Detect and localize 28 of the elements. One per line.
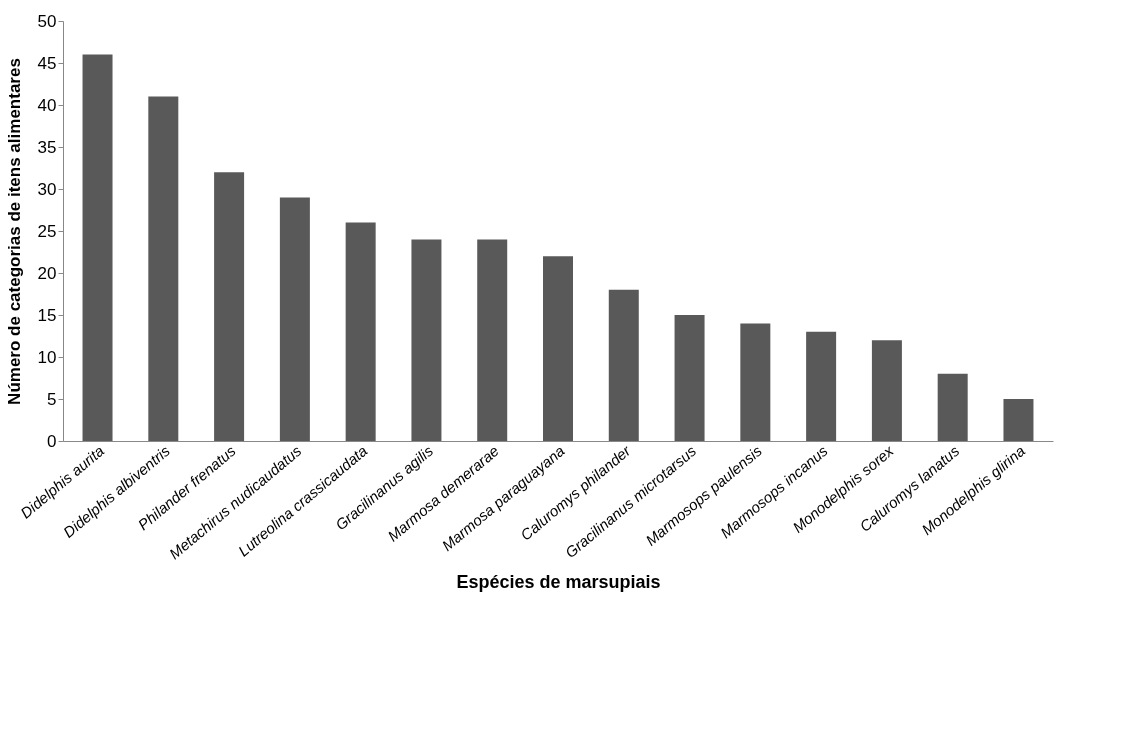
bar (608, 289, 639, 441)
bar (674, 315, 705, 441)
y-tick-label: 40 (37, 95, 57, 115)
y-tick-label: 10 (37, 347, 57, 367)
y-tick-label: 5 (47, 389, 57, 409)
bar (740, 323, 771, 441)
bar (477, 239, 508, 441)
x-axis-title: Espécies de marsupiais (456, 572, 661, 593)
y-axis-title: Número de categorias de itens alimentares (4, 58, 24, 405)
bar (806, 331, 837, 441)
bar (82, 54, 113, 441)
y-tick-label: 35 (37, 137, 57, 157)
y-tick-label: 45 (37, 53, 57, 73)
bar (871, 340, 902, 441)
bar (543, 256, 573, 441)
y-tick-label: 25 (37, 221, 57, 241)
bar (937, 373, 968, 441)
bar (345, 222, 376, 441)
y-tick-label: 0 (47, 431, 57, 451)
bar (279, 197, 310, 441)
y-tick-label: 30 (37, 179, 57, 199)
bar (1003, 399, 1034, 441)
y-tick-label: 50 (37, 11, 57, 31)
y-tick-label: 15 (37, 305, 57, 325)
y-tick-label: 20 (37, 263, 57, 283)
bar (148, 96, 179, 441)
bar (411, 239, 442, 441)
bar (214, 172, 245, 441)
